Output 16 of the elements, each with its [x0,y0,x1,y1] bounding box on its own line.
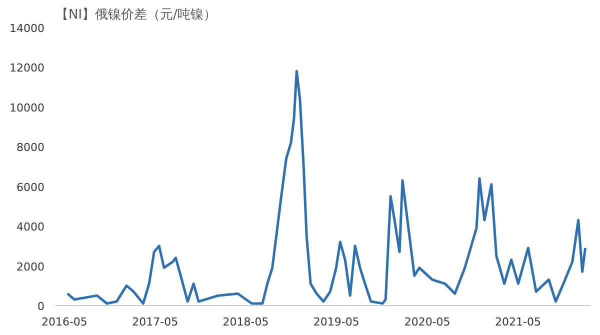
line-series [66,70,587,305]
x-tick-label: 2020-05 [404,316,450,328]
y-tick-label: 2000 [16,260,45,274]
x-tick-label: 2016-05 [41,316,88,328]
y-tick-label: 6000 [16,180,45,194]
y-tick-label: 10000 [10,101,45,114]
y-tick-label: 4000 [16,220,45,234]
y-tick-label: 12000 [10,62,45,75]
x-tick-label: 2017-05 [132,316,178,328]
y-tick-label: 8000 [16,141,45,154]
y-tick-label: 14000 [10,22,45,35]
x-tick-label: 2019-05 [313,316,360,328]
y-tick-label: 0 [38,300,44,313]
x-tick-label: 2021-05 [494,316,541,328]
chart-title: 【NI】俄镍价差（元/吨镍） [56,8,216,22]
x-tick-label: 2018-05 [222,316,269,328]
